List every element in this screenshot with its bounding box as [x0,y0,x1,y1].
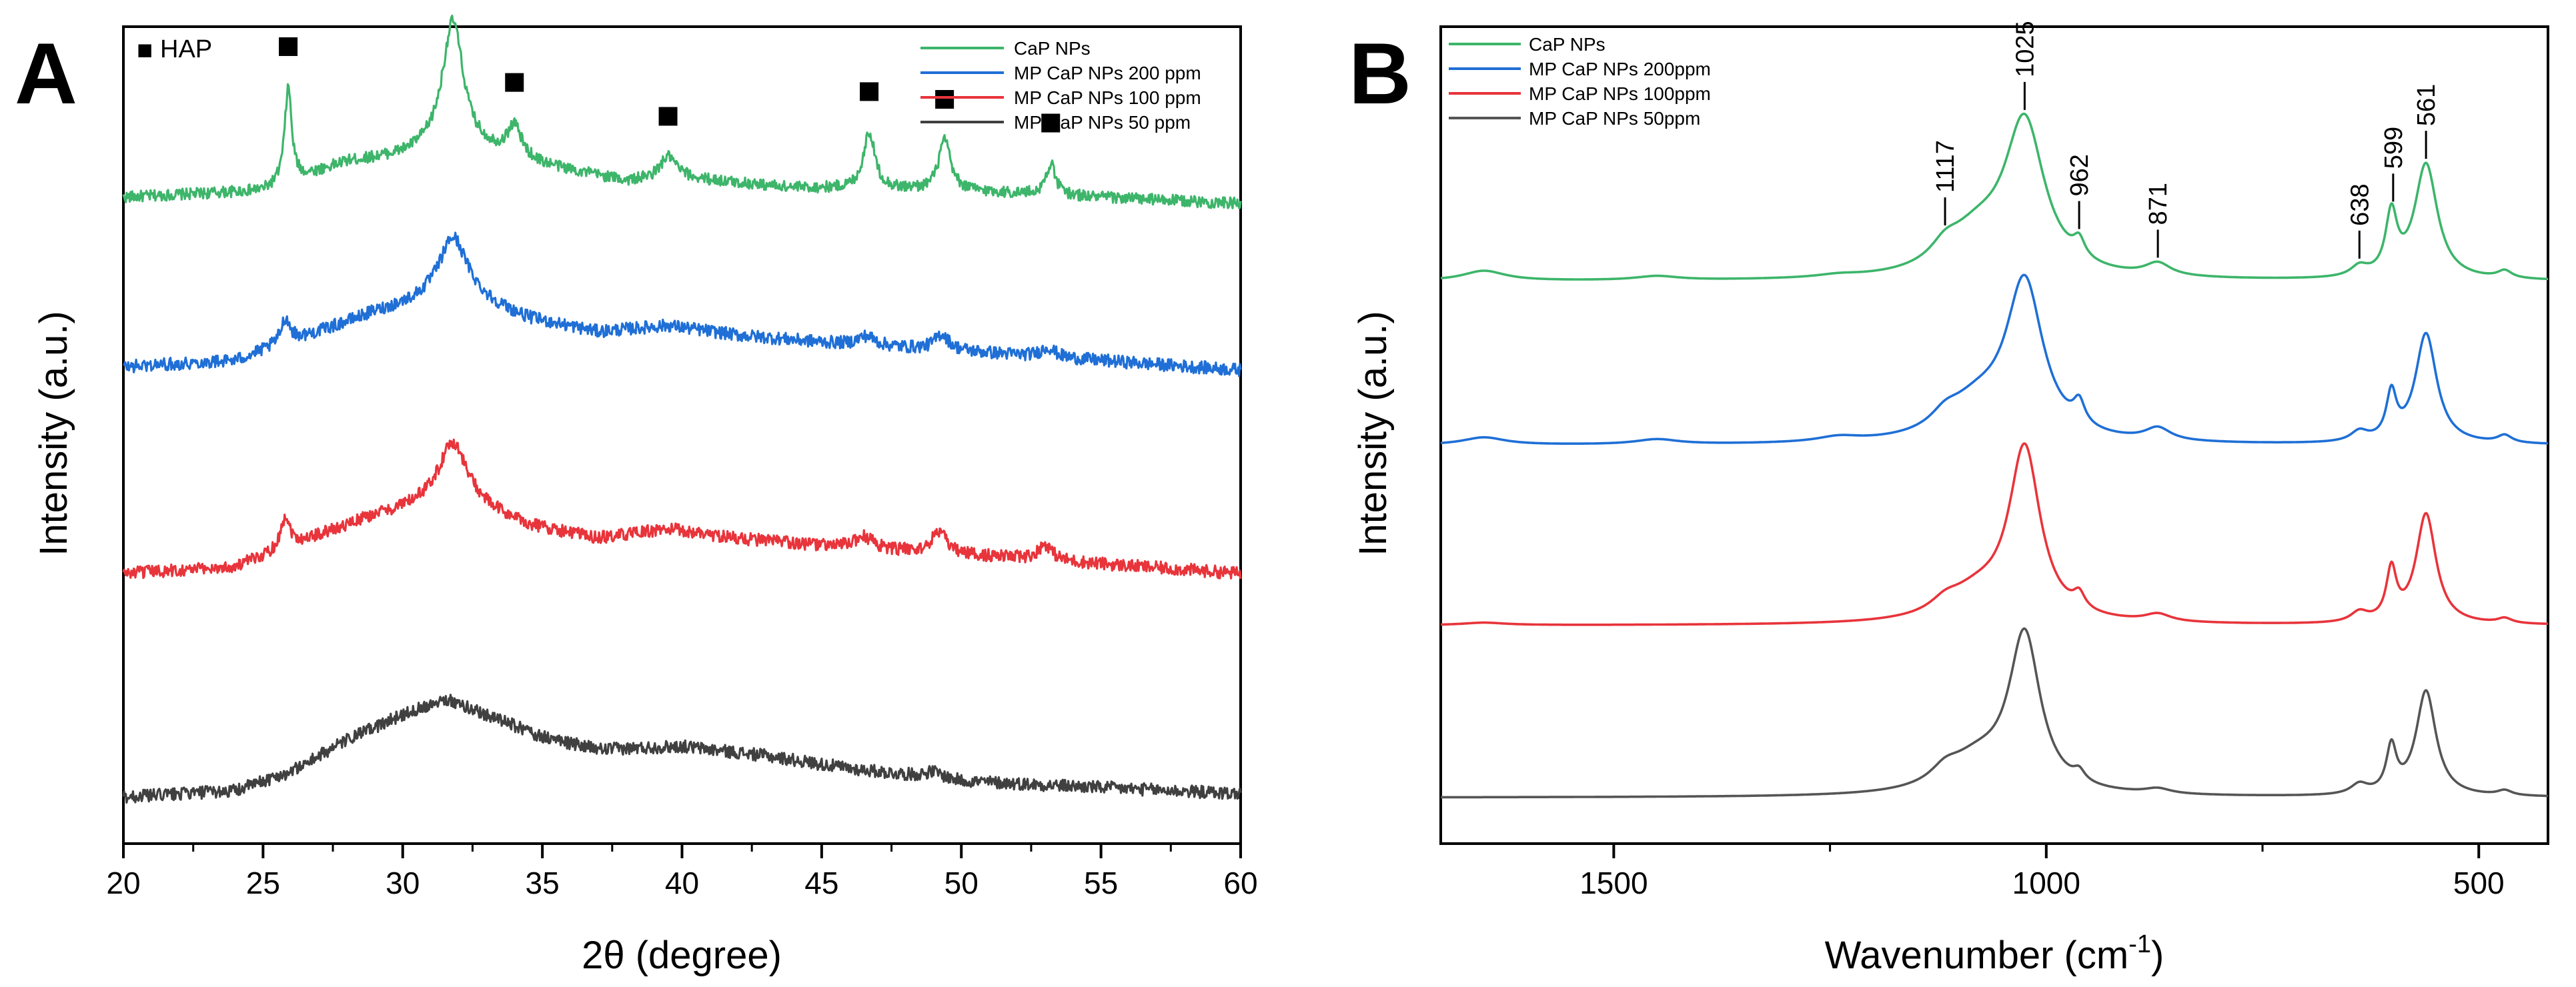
panel-b-y-axis-label: Intensity (a.u.) [1351,311,1395,556]
xrd-line-mp-cap-nps-100-ppm [122,438,1242,580]
peak-label: 638 [2346,183,2374,225]
x-label-main: Wavenumber (cm [1825,934,2129,977]
peak-label: 561 [2413,84,2441,126]
legend-label: MP CaP NPs 100ppm [1529,83,1711,104]
panel-b-frame [1439,25,2549,845]
peak-label: 599 [2380,127,2408,169]
x-label-superscript: -1 [2128,930,2151,958]
x-label-suffix: ) [2151,934,2164,977]
legend-label: CaP NPs [1529,34,1605,55]
x-tick-label: 1000 [2012,866,2080,900]
hap-peak-marker [505,73,524,92]
legend-label: MP CaP NPs 200 ppm [1014,63,1201,83]
x-tick-label: 60 [1223,866,1257,900]
panel-a-frame [122,25,1242,845]
peak-label: 1117 [1932,140,1960,193]
panel-a-y-axis-label: Intensity (a.u.) [32,311,75,556]
legend-label: MP CaP NPs 50ppm [1529,108,1700,129]
hap-peak-marker [279,37,298,56]
x-tick-label: 40 [665,866,699,900]
panel-a-marker-legend: ■ HAP [137,35,212,65]
legend-label: MP CaP NPs 50 ppm [1014,112,1191,133]
hap-peak-marker [658,107,678,126]
panel-a: A 20 25 30 35 40 45 50 55 60 CaP NPs MP CaP NPs 2… [15,14,1258,977]
hap-legend-label: HAP [160,35,212,63]
panel-a-series [122,14,1242,804]
x-tick-label: 50 [944,866,979,900]
x-tick-label: 1500 [1579,866,1648,900]
panel-a-legend: CaP NPs MP CaP NPs 200 ppm MP CaP NPs 100 … [920,38,1201,133]
panel-b-series [1440,112,2549,799]
panel-a-label: A [15,25,77,122]
x-tick-label: 35 [526,866,560,900]
raman-line-mp-cap-nps-100ppm [1440,442,2549,626]
legend-label: CaP NPs [1014,38,1091,59]
x-tick-label: 55 [1084,866,1118,900]
panel-b-x-axis-label: Wavenumber (cm-1) [1825,930,2164,977]
x-tick-label: 25 [246,866,280,900]
raman-line-mp-cap-nps-50ppm [1440,627,2549,799]
xrd-line-mp-cap-nps-50-ppm [122,694,1242,804]
peak-label: 871 [2144,183,2172,225]
panel-a-hap-markers [279,37,1061,133]
panel-a-x-axis-label: 2θ (degree) [582,934,782,977]
peak-label: 962 [2066,154,2094,196]
xrd-line-mp-cap-nps-200-ppm [123,231,1242,377]
peak-label: 1025 [2011,21,2039,77]
panel-b-legend: CaP NPs MP CaP NPs 200ppm MP CaP NPs 100pp… [1449,34,1711,129]
panel-a-x-axis: 20 25 30 35 40 45 50 55 60 [106,844,1258,900]
xrd-line-cap-nps [122,14,1242,209]
hap-peak-marker [935,89,954,109]
hap-legend-symbol: ■ [137,35,153,65]
raman-line-mp-cap-nps-200ppm [1440,273,2549,445]
x-tick-label: 20 [106,866,140,900]
legend-label: MP CaP NPs 200ppm [1529,59,1711,79]
x-tick-label: 45 [804,866,838,900]
panel-b-label: B [1349,25,1411,122]
x-tick-label: 30 [386,866,420,900]
x-tick-label: 500 [2453,866,2505,900]
panel-b-x-axis: 1500 1000 500 [1579,844,2505,900]
hap-peak-marker [860,82,879,101]
raman-line-cap-nps [1440,112,2549,281]
hap-peak-marker [1041,113,1061,133]
legend-label: MP CaP NPs 100 ppm [1014,87,1201,108]
